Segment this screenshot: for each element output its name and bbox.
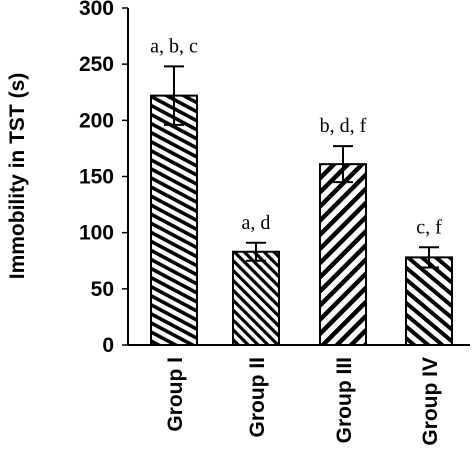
y-tick-label: 50 bbox=[91, 278, 114, 301]
y-tick-label: 100 bbox=[79, 222, 114, 245]
bar-3 bbox=[319, 163, 367, 346]
bars bbox=[150, 94, 453, 347]
error-bar-3 bbox=[333, 145, 353, 184]
annotations: a, b, c a, d b, d, f c, f bbox=[150, 35, 442, 238]
significance-label-1: a, b, c bbox=[150, 35, 198, 57]
x-category-label-4: Group IV bbox=[419, 357, 442, 446]
y-tick-label: 200 bbox=[79, 109, 114, 132]
y-tick-label: 250 bbox=[79, 53, 114, 76]
bar-1 bbox=[150, 94, 198, 347]
x-category-label-3: Group III bbox=[333, 357, 356, 443]
significance-label-3: b, d, f bbox=[320, 115, 367, 137]
error-bar-1 bbox=[164, 65, 184, 126]
significance-label-2: a, d bbox=[242, 212, 271, 234]
x-category-label-2: Group II bbox=[246, 357, 269, 438]
bar-4 bbox=[405, 256, 453, 347]
error-bar-4 bbox=[419, 246, 439, 269]
y-tick-label: 300 bbox=[79, 0, 114, 20]
x-category-labels: Group I Group II Group III Group IV bbox=[164, 357, 442, 446]
y-axis-label: Immobility in TST (s) bbox=[6, 73, 29, 280]
y-tick-label: 150 bbox=[79, 166, 114, 189]
significance-label-4: c, f bbox=[416, 216, 442, 238]
y-ticks: 0 50 100 150 200 250 300 bbox=[79, 0, 128, 357]
error-bar-2 bbox=[246, 241, 266, 262]
error-bars bbox=[164, 65, 439, 269]
bar-2 bbox=[232, 250, 280, 346]
x-category-label-1: Group I bbox=[164, 357, 187, 432]
y-tick-label: 0 bbox=[102, 334, 114, 357]
